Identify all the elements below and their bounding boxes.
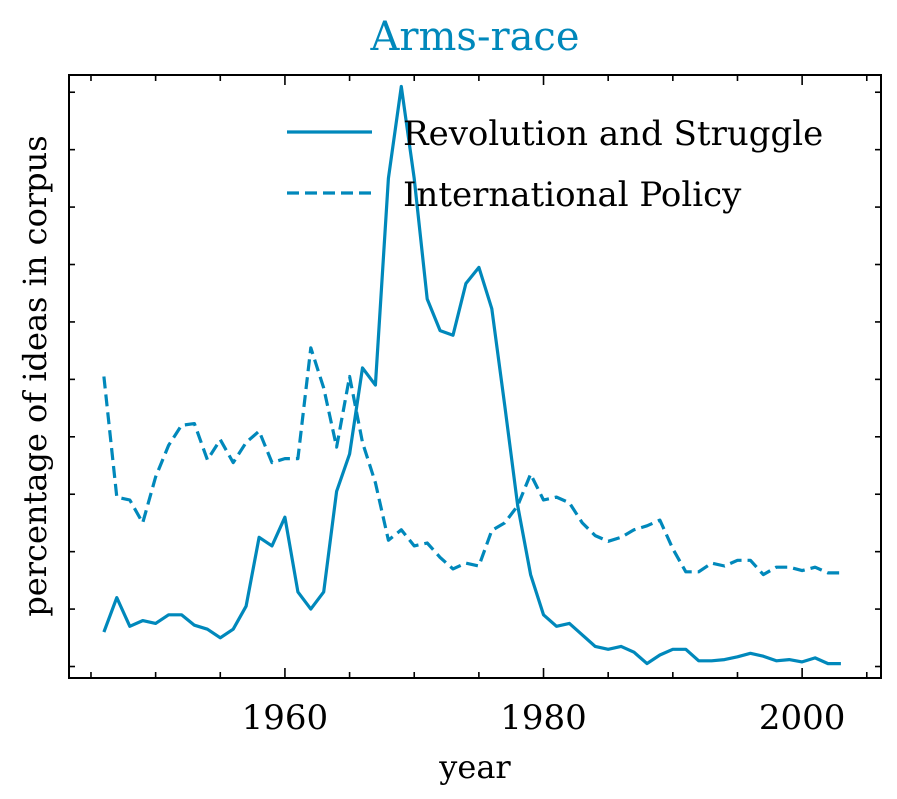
legend-label-international-policy: International Policy: [403, 175, 742, 215]
x-tick-label: 1980: [500, 698, 587, 738]
y-axis-label: percentage of ideas in corpus: [16, 135, 54, 616]
legend: Revolution and Struggle International Po…: [287, 114, 823, 215]
x-tick-label: 2000: [759, 698, 846, 738]
plot-frame: [68, 74, 882, 679]
x-axis-label: year: [438, 748, 511, 786]
chart-title: Arms-race: [369, 14, 579, 60]
series-line-international-policy: [102, 346, 841, 577]
series-line-revolution-and-struggle: [102, 84, 841, 666]
x-tick-labels: 1960 1980 2000: [242, 698, 846, 738]
series-lines: [102, 84, 841, 666]
x-tick-label: 1960: [242, 698, 329, 738]
legend-label-revolution-and-struggle: Revolution and Struggle: [403, 114, 823, 154]
